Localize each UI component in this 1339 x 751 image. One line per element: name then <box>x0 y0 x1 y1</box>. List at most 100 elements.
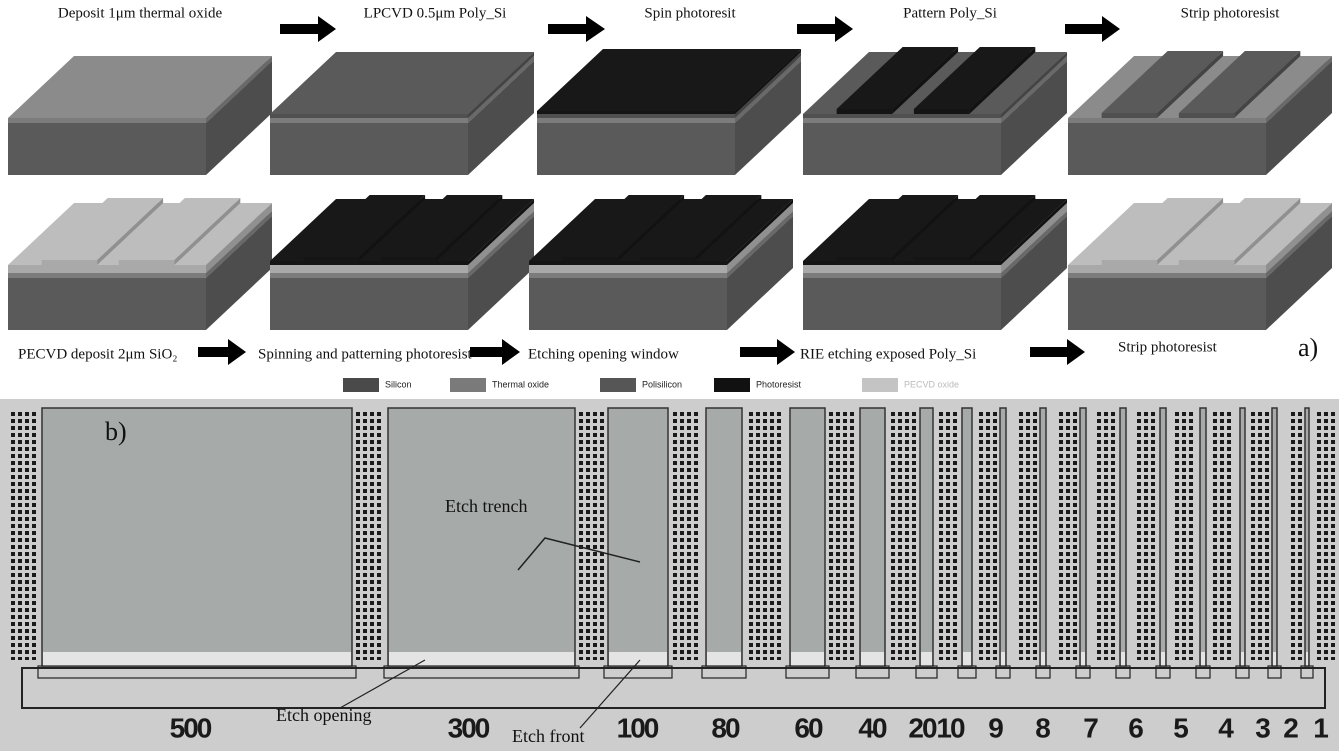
arrow <box>1030 339 1085 365</box>
layer-front <box>537 118 735 123</box>
etch-front <box>1201 652 1205 666</box>
layer-front <box>803 114 1001 118</box>
arrow <box>797 16 853 42</box>
trench <box>920 408 933 666</box>
panel-label: a) <box>1298 333 1318 362</box>
layer-front <box>1068 265 1266 273</box>
trench <box>790 408 825 666</box>
layer-front <box>270 273 468 278</box>
trench <box>42 408 352 666</box>
step-label: Deposit 1μm thermal oxide <box>58 5 223 21</box>
layer-front <box>270 114 468 118</box>
trench <box>1240 408 1245 666</box>
legend-swatch <box>600 378 636 392</box>
layer-front <box>1179 113 1234 118</box>
step-label: Spin photoresit <box>644 5 736 21</box>
step-label: RIE etching exposed Poly_Si <box>800 346 976 362</box>
layer-front <box>803 118 1001 123</box>
trench <box>1160 408 1166 666</box>
width-label: 2 <box>1283 712 1298 743</box>
etch-front <box>1121 652 1125 666</box>
trench <box>860 408 885 666</box>
etch-front <box>389 652 574 666</box>
width-label: 10 <box>936 712 965 743</box>
layer-front <box>8 278 206 330</box>
process-block <box>8 56 272 175</box>
arrow <box>198 339 246 365</box>
etch-front <box>609 652 667 666</box>
annotation: Etch front <box>512 726 584 746</box>
layer-front <box>270 118 468 123</box>
width-label: 300 <box>448 712 490 743</box>
layer-front <box>529 261 727 265</box>
layer-front <box>1179 260 1234 265</box>
layer-front <box>803 261 1001 265</box>
layer-front <box>1102 113 1157 118</box>
width-label: 7 <box>1083 712 1098 743</box>
etch-front <box>1001 652 1005 666</box>
etch-front <box>1273 652 1276 666</box>
step-label: Etching opening window <box>528 346 679 362</box>
width-label: 5 <box>1173 712 1188 743</box>
etch-front <box>1081 652 1085 666</box>
layer-front <box>537 111 735 114</box>
layer-front <box>42 260 97 265</box>
etch-front <box>921 652 932 666</box>
layer-front <box>803 278 1001 330</box>
legend-swatch <box>714 378 750 392</box>
arrow <box>280 16 336 42</box>
legend-label: Photoresist <box>756 379 802 389</box>
step-label: LPCVD 0.5μm Poly_Si <box>364 5 507 21</box>
layer-front <box>640 257 695 261</box>
annotation: Etch opening <box>276 705 371 725</box>
process-block <box>1068 51 1332 175</box>
layer-front <box>1068 123 1266 175</box>
etch-front <box>43 652 351 666</box>
layer-front <box>803 273 1001 278</box>
etch-front <box>791 652 824 666</box>
step-label: Strip photoresist <box>1181 5 1281 21</box>
layer-front <box>270 265 468 273</box>
etch-front <box>861 652 884 666</box>
step-label: Strip photoresist <box>1118 339 1218 355</box>
layer-front <box>1102 260 1157 265</box>
arrow <box>740 339 795 365</box>
legend-swatch <box>343 378 379 392</box>
etch-front <box>1041 652 1045 666</box>
process-block <box>803 195 1067 330</box>
width-label: 500 <box>170 712 212 743</box>
legend-label: PECVD oxide <box>904 379 959 389</box>
trench <box>1200 408 1206 666</box>
etch-front <box>1241 652 1244 666</box>
trench <box>1272 408 1277 666</box>
legend-swatch <box>862 378 898 392</box>
annotation: Etch trench <box>445 496 527 516</box>
etch-front <box>1306 652 1308 666</box>
layer-front <box>529 278 727 330</box>
arrow <box>470 339 520 365</box>
trench <box>1040 408 1046 666</box>
arrow <box>1065 16 1120 42</box>
layer-front <box>304 257 359 261</box>
layer-front <box>914 109 969 114</box>
width-label: 8 <box>1035 712 1050 743</box>
layer-front <box>837 257 892 261</box>
layer-front <box>8 265 206 273</box>
width-label: 60 <box>794 712 823 743</box>
layer-front <box>537 123 735 175</box>
width-label: 80 <box>711 712 740 743</box>
width-label: 3 <box>1255 712 1270 743</box>
layer-front <box>803 123 1001 175</box>
layer-front <box>270 261 468 265</box>
step-label: PECVD deposit 2μm SiO₂ <box>18 346 178 362</box>
width-label: 6 <box>1128 712 1143 743</box>
figure: a) b)Etch trenchEtch openingEtch front50… <box>0 0 1339 751</box>
width-label: 9 <box>988 712 1003 743</box>
trench <box>1080 408 1086 666</box>
step-label: Pattern Poly_Si <box>903 5 997 21</box>
layer-front <box>381 257 436 261</box>
trench <box>388 408 575 666</box>
legend-label: Thermal oxide <box>492 379 549 389</box>
process-block <box>529 195 793 330</box>
step-label: Spinning and patterning photoresist <box>258 346 473 362</box>
